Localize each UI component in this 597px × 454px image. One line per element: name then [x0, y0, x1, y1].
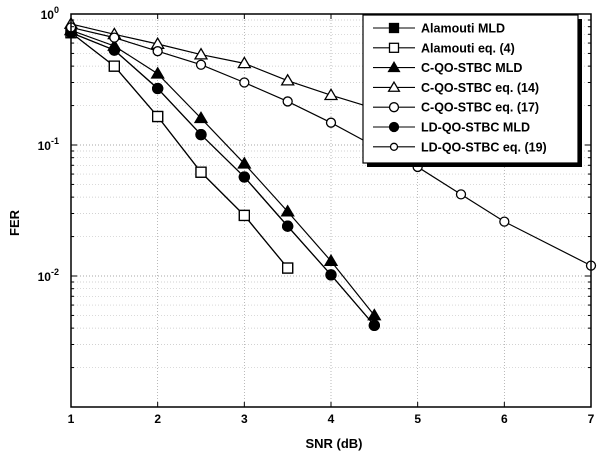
data-point — [237, 56, 252, 69]
data-point — [108, 60, 120, 72]
legend-marker — [388, 42, 400, 53]
series-line — [70, 32, 289, 269]
data-point — [109, 32, 120, 43]
data-point — [282, 220, 294, 232]
legend-label: C-QO-STBC MLD — [421, 61, 522, 75]
data-point — [282, 262, 294, 274]
x-tick-label: 3 — [241, 412, 248, 426]
legend-box — [362, 14, 579, 164]
legend-label: C-QO-STBC eq. (14) — [421, 81, 539, 95]
legend-marker — [387, 61, 401, 73]
x-tick-label: 4 — [328, 412, 335, 426]
series-6 — [65, 27, 380, 332]
data-point — [325, 117, 337, 128]
data-point — [280, 204, 295, 217]
series-3 — [63, 23, 382, 321]
data-point — [368, 319, 380, 332]
legend-label: Alamouti eq. (4) — [421, 41, 515, 55]
data-point — [323, 253, 339, 266]
data-point — [193, 47, 209, 60]
legend-label: C-QO-STBC eq. (17) — [421, 101, 539, 115]
data-point — [237, 156, 252, 169]
legend-label: Alamouti MLD — [421, 22, 505, 36]
series-line — [70, 26, 592, 267]
data-point — [323, 88, 339, 101]
series-line — [70, 32, 375, 326]
data-point — [239, 77, 250, 88]
data-point — [238, 209, 250, 222]
y-tick-label: 100 — [41, 5, 59, 22]
legend-marker — [388, 22, 400, 34]
data-point — [195, 59, 207, 70]
data-point — [195, 128, 207, 141]
data-point — [325, 269, 337, 281]
legend-marker — [389, 142, 399, 151]
data-point — [108, 44, 120, 56]
series-line — [70, 32, 375, 326]
data-point — [195, 166, 207, 178]
y-tick-label: 10-2 — [38, 267, 59, 284]
axis-ticks: 1 2 3 4 5 6 7 100 10-1 10-2 — [38, 5, 595, 426]
data-point — [152, 82, 164, 95]
x-axis-label: SNR (dB) — [305, 436, 362, 451]
data-point — [455, 189, 467, 200]
legend-marker — [388, 121, 400, 133]
y-tick-label: 10-1 — [38, 136, 59, 153]
x-tick-label: 7 — [588, 412, 595, 426]
grid-lines — [71, 14, 591, 407]
data-point — [193, 111, 209, 124]
data-point — [152, 110, 164, 123]
series-line — [70, 29, 375, 316]
data-point — [499, 216, 510, 227]
legend-marker — [387, 80, 401, 92]
legend-label: LD-QO-STBC eq. (19) — [421, 140, 547, 154]
x-tick-label: 5 — [414, 412, 421, 426]
legend-label: LD-QO-STBC MLD — [421, 121, 530, 135]
x-tick-label: 1 — [68, 412, 75, 426]
data-point — [282, 96, 293, 107]
data-point — [238, 171, 250, 183]
y-axis-label: FER — [7, 209, 22, 236]
data-point — [280, 73, 295, 86]
x-tick-label: 6 — [501, 412, 508, 426]
data-point — [152, 46, 163, 57]
legend: Alamouti MLD Alamouti eq. (4) C-QO-STBC ML… — [362, 14, 582, 167]
legend-marker — [388, 102, 400, 113]
data-point — [150, 66, 165, 79]
x-tick-label: 2 — [154, 412, 161, 426]
